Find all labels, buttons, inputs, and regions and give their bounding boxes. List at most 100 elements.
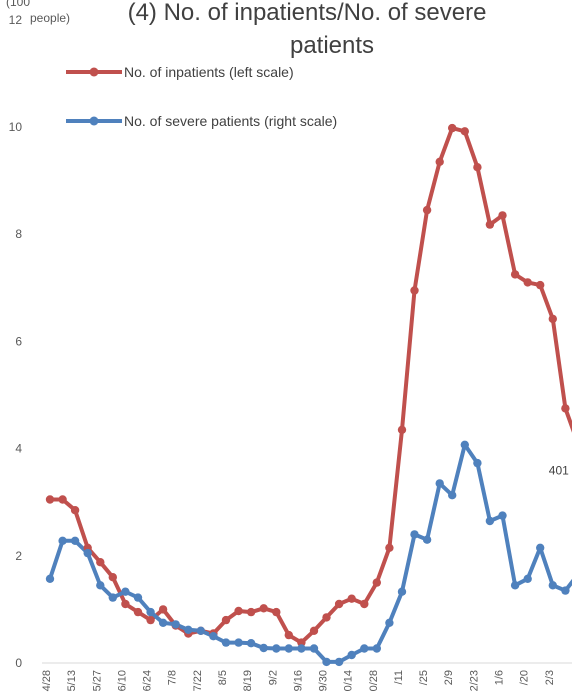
y-axis-ticks: 0 2 4 6 8 10 12 <box>9 13 23 670</box>
data-point <box>272 607 281 617</box>
y-tick-label: 8 <box>15 227 22 241</box>
data-point <box>221 638 231 647</box>
legend-marker-severe <box>89 116 99 126</box>
y-tick-label: 2 <box>15 549 22 563</box>
x-tick-label: 9/16 <box>292 670 304 691</box>
data-point <box>347 594 356 603</box>
x-tick-label: 8/5 <box>217 670 229 685</box>
data-point <box>221 615 231 625</box>
data-point <box>171 620 180 629</box>
data-point <box>473 163 482 172</box>
data-point <box>485 516 495 526</box>
annotations: 401 <box>549 464 569 478</box>
data-point <box>121 599 130 609</box>
data-point <box>360 599 369 609</box>
data-point <box>410 286 419 295</box>
data-point <box>435 157 444 166</box>
data-point <box>284 644 293 653</box>
data-point <box>96 558 105 567</box>
data-point <box>259 643 268 653</box>
data-point <box>548 314 557 324</box>
legend: No. of inpatients (left scale) No. of se… <box>66 64 337 129</box>
data-point <box>158 618 168 627</box>
data-point <box>158 605 168 614</box>
data-point <box>397 425 407 434</box>
x-tick-label: 8/19 <box>242 670 254 691</box>
data-point <box>360 644 369 653</box>
legend-label-inpatients: No. of inpatients (left scale) <box>124 64 294 80</box>
data-point <box>523 574 532 583</box>
data-point <box>523 278 532 287</box>
data-point <box>510 270 520 279</box>
data-point <box>498 211 507 220</box>
x-tick-label: 9/30 <box>318 670 330 691</box>
data-point <box>561 404 570 413</box>
y-tick-label: 0 <box>15 656 22 670</box>
data-point <box>372 578 381 587</box>
data-point <box>397 587 407 596</box>
data-point <box>460 127 469 136</box>
data-point <box>96 581 105 590</box>
data-point <box>297 644 306 653</box>
data-point <box>146 615 155 625</box>
x-tick-label: 6/24 <box>142 670 154 691</box>
data-point <box>322 613 331 622</box>
data-point <box>485 220 495 229</box>
data-point <box>284 630 293 640</box>
x-axis-ticks: 4/28 5/13 5/27 6/10 6/24 7/8 7/22 8/5 8/19 9/2 9/1… <box>41 670 556 691</box>
data-point <box>372 644 381 653</box>
data-point <box>70 506 80 515</box>
data-point <box>272 644 281 653</box>
x-tick-label: 7/8 <box>167 670 179 685</box>
x-tick-label: 9/2 <box>267 670 279 685</box>
data-point <box>246 639 256 648</box>
data-point <box>548 581 557 590</box>
x-tick-label: 7/22 <box>192 670 204 691</box>
data-point <box>561 586 570 595</box>
data-point <box>385 618 394 627</box>
data-point <box>448 491 457 500</box>
data-point <box>536 543 545 552</box>
x-tick-label: 4/28 <box>41 670 53 691</box>
data-point <box>58 495 67 504</box>
data-point <box>133 593 143 602</box>
data-point <box>385 543 394 552</box>
chart-title-line-2: patients <box>290 32 374 59</box>
data-point <box>473 458 482 468</box>
data-point <box>133 607 143 617</box>
y-axis-unit-line-1: (100 <box>6 0 30 9</box>
data-point <box>435 479 444 488</box>
data-point <box>209 632 218 641</box>
x-tick-label: 2/9 <box>443 670 455 685</box>
chart-title: (4) No. of inpatients/No. of severe pati… <box>128 0 487 59</box>
data-point <box>510 581 520 590</box>
data-point <box>246 607 256 617</box>
data-point <box>234 606 243 616</box>
data-point <box>234 638 243 647</box>
data-point <box>184 625 193 634</box>
x-tick-label: /11 <box>393 670 405 684</box>
data-point <box>498 511 507 520</box>
data-point <box>536 280 545 290</box>
y-tick-label: 12 <box>9 13 23 27</box>
x-tick-label: 6/10 <box>116 670 128 691</box>
data-point <box>259 604 268 613</box>
data-point <box>45 574 55 583</box>
data-label: 401 <box>549 464 569 478</box>
data-point <box>108 593 118 602</box>
data-point <box>422 205 432 215</box>
x-tick-label: 1/6 <box>494 670 506 685</box>
data-point <box>309 644 319 653</box>
y-tick-label: 4 <box>15 442 22 456</box>
legend-marker-inpatients <box>89 67 99 77</box>
x-tick-label: 5/13 <box>66 670 78 691</box>
data-point <box>121 587 130 596</box>
series-lines <box>48 126 572 664</box>
y-tick-label: 10 <box>9 120 23 134</box>
x-tick-label: 2/3 <box>544 670 556 685</box>
data-point <box>83 548 92 558</box>
y-axis-unit-line-2: people) <box>30 11 70 25</box>
data-point <box>108 573 118 582</box>
data-point <box>196 626 205 635</box>
